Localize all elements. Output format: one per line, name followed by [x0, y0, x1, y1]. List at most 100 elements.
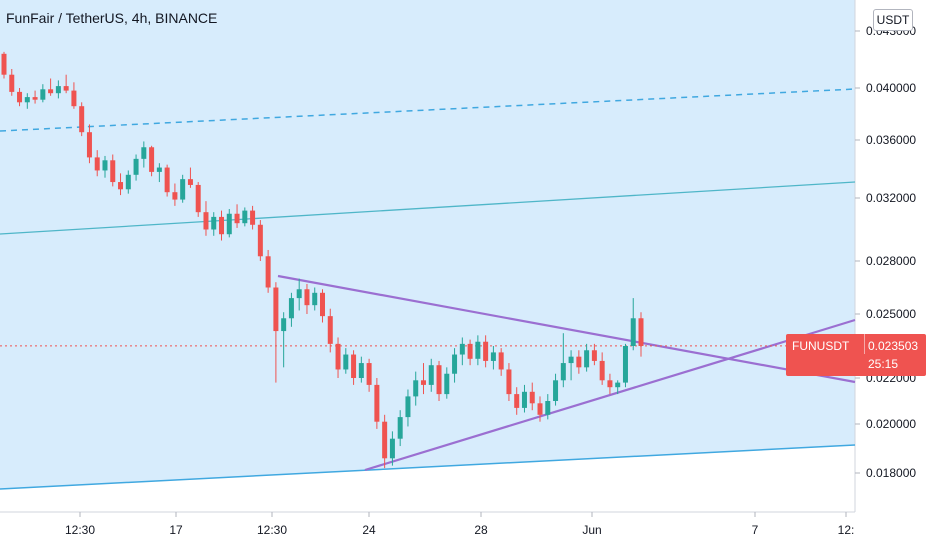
- candle-body: [514, 394, 520, 408]
- x-tick-label: 12:30: [65, 523, 95, 537]
- channel-middle-line: [0, 181, 856, 235]
- candle-body: [40, 89, 46, 100]
- candle-body: [32, 97, 38, 100]
- x-tick-label: 12:30: [257, 523, 287, 537]
- price-tag-divider: [864, 334, 865, 354]
- triangle-lower-line: [364, 318, 856, 472]
- candle-body: [483, 341, 489, 361]
- candle-body: [24, 97, 30, 103]
- candle-body: [63, 86, 69, 91]
- price-axis-bg: [855, 0, 932, 550]
- candle-body: [281, 318, 287, 332]
- candle-body: [366, 363, 372, 385]
- triangle-upper-line: [277, 274, 856, 384]
- candle-body: [17, 91, 23, 103]
- candle-body: [545, 401, 551, 415]
- candle-body: [622, 346, 628, 383]
- candle-body: [141, 147, 147, 159]
- candle-body: [630, 318, 636, 346]
- x-tick-label: 7: [752, 523, 759, 537]
- x-tick-label: 24: [362, 523, 376, 537]
- candle-body: [320, 292, 325, 317]
- candle-body: [250, 210, 256, 225]
- candle-body: [133, 158, 139, 175]
- candle-body: [180, 179, 186, 200]
- candle-body: [428, 365, 434, 385]
- candle-body: [374, 384, 380, 422]
- candle-body: [195, 184, 201, 213]
- candle-body: [413, 380, 419, 397]
- candle-body: [102, 160, 108, 171]
- candle-body: [288, 298, 294, 319]
- candle-body: [156, 167, 162, 172]
- candle-body: [576, 356, 582, 368]
- last-price-tag: FUNUSDT 0.023503 25:15: [786, 334, 926, 376]
- candle-body: [48, 89, 54, 94]
- candle-body: [459, 343, 465, 355]
- candle-body: [420, 380, 426, 385]
- candle-body: [537, 403, 543, 415]
- candle-body: [242, 210, 248, 224]
- y-tick-label: 0.040000: [866, 81, 916, 95]
- candle-body: [164, 167, 170, 193]
- candle-body: [149, 147, 155, 172]
- candle-body: [452, 354, 458, 374]
- candle-body: [125, 174, 131, 190]
- candle-body: [498, 352, 504, 370]
- y-tick-label: 0.036000: [866, 133, 916, 147]
- candle-body: [219, 216, 225, 235]
- candle-body: [86, 132, 92, 158]
- candle-body: [560, 363, 566, 381]
- candle-body: [490, 352, 496, 361]
- channel-lower-line: [0, 444, 856, 490]
- candle-body: [203, 212, 209, 230]
- candle-body: [521, 391, 527, 408]
- candle-body: [436, 365, 442, 395]
- candle-body: [226, 213, 232, 235]
- candle-body: [444, 373, 450, 395]
- x-tick-label: 12:: [838, 523, 855, 537]
- candle-body: [312, 292, 318, 306]
- y-tick-label: 0.020000: [866, 417, 916, 431]
- candle-body: [405, 396, 411, 418]
- candle-body: [234, 213, 240, 224]
- x-tick-label: 28: [474, 523, 488, 537]
- candle-body: [343, 354, 349, 370]
- candle-body: [296, 289, 302, 299]
- candle-body: [568, 356, 574, 364]
- candle-body: [351, 354, 357, 378]
- candle-body: [553, 380, 559, 401]
- candle-body: [358, 363, 364, 378]
- candle-body: [389, 438, 395, 459]
- candle-body: [467, 343, 473, 359]
- candle-body: [584, 350, 590, 368]
- candle-body: [1, 53, 7, 75]
- candle-body: [79, 106, 85, 133]
- price-tag-countdown: 25:15: [868, 357, 899, 371]
- candle-body: [382, 421, 388, 459]
- x-tick-label: Jun: [582, 523, 601, 537]
- chart-title: FunFair / TetherUS, 4h, BINANCE: [6, 10, 218, 26]
- candle-body: [529, 391, 535, 404]
- candle-body: [335, 343, 341, 370]
- candle-body: [591, 350, 597, 361]
- candle-body: [211, 216, 217, 230]
- y-tick-label: 0.025000: [866, 307, 916, 321]
- candle-body: [397, 417, 403, 439]
- candle-body: [94, 157, 100, 171]
- candle-body: [71, 90, 77, 107]
- currency-button[interactable]: USDT: [873, 9, 913, 31]
- candle-body: [475, 341, 481, 359]
- candle-body: [187, 179, 193, 185]
- price-tag-value: 0.023503: [868, 339, 919, 353]
- candle-body: [257, 224, 263, 257]
- candle-body: [327, 316, 333, 344]
- y-tick-label: 0.032000: [866, 191, 916, 205]
- candle-body: [615, 382, 621, 388]
- candle-body: [599, 360, 605, 381]
- candle-body: [265, 256, 271, 288]
- candle-body: [110, 160, 116, 183]
- x-tick-label: 17: [169, 523, 183, 537]
- y-tick-label: 0.028000: [866, 254, 916, 268]
